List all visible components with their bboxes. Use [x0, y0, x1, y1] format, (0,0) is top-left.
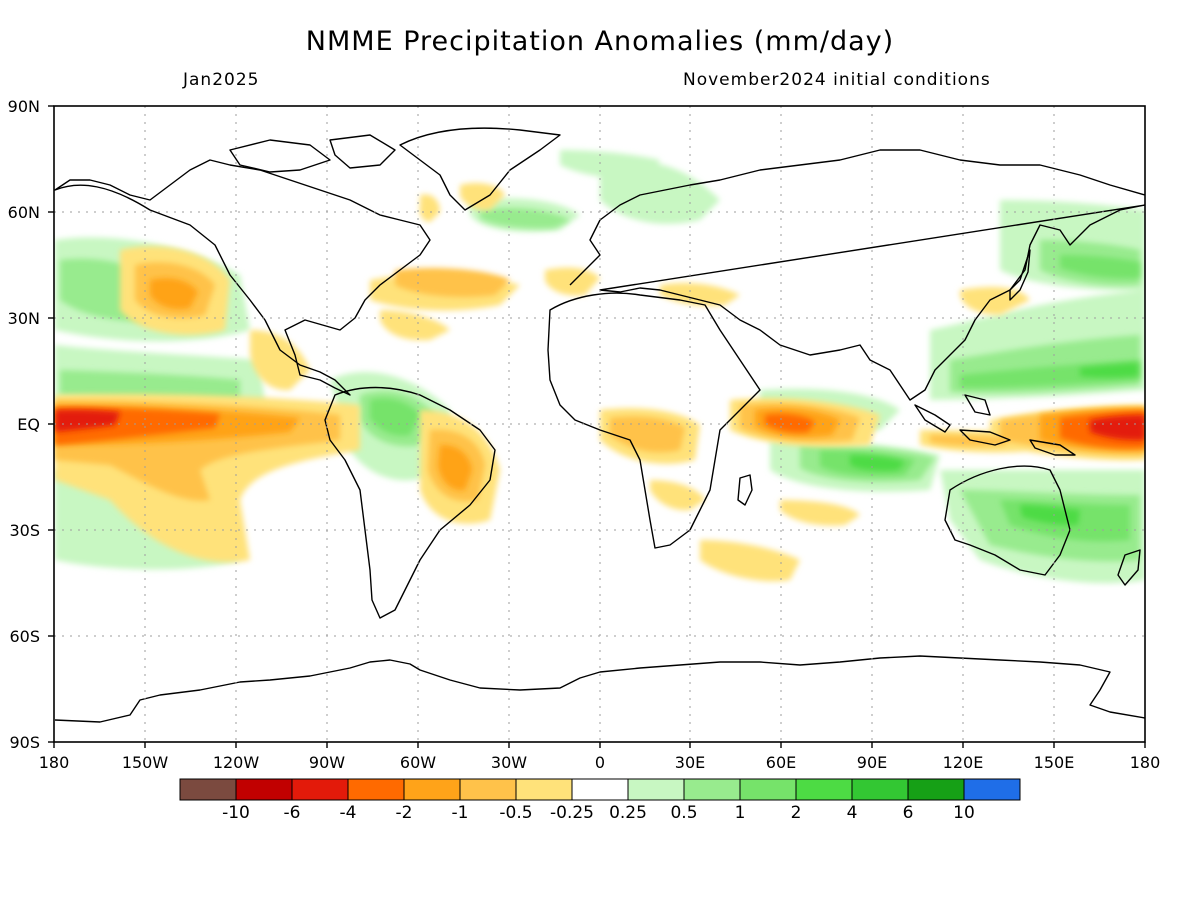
lon-label: 30E [675, 753, 705, 772]
japan-coast [1009, 249, 1031, 301]
lon-label: 120E [943, 753, 984, 772]
arctic-islands-coast [229, 134, 396, 173]
colorbar-label: -0.25 [550, 803, 594, 823]
lat-label: 30S [9, 521, 40, 540]
lon-label: 180 [39, 753, 70, 772]
colorbar-label: 1 [735, 803, 746, 823]
colorbar-swatch [291, 778, 349, 801]
lat-label: 30N [8, 309, 40, 328]
colorbar-swatch [515, 778, 573, 801]
colorbar-swatch [403, 778, 461, 801]
longitude-labels: 180 150W 120W 90W 60W 30W 0 30E 60E 90E … [39, 753, 1161, 772]
colorbar-label: -10 [222, 803, 250, 823]
colorbar-label: -6 [284, 803, 301, 823]
lon-label: 150E [1034, 753, 1075, 772]
new-zealand-coast [1117, 549, 1141, 586]
colorbar-swatch [683, 778, 741, 801]
europe-asia-coast [569, 149, 1145, 401]
colorbar [179, 778, 1021, 801]
colorbar-label: 0.25 [609, 803, 647, 823]
africa-coast [547, 292, 761, 549]
lat-label: 60S [9, 627, 40, 646]
latitude-labels: 90N 60N 30N EQ 30S 60S 90S [8, 97, 40, 752]
lon-label: 90W [309, 753, 345, 772]
lon-label: 60W [400, 753, 436, 772]
colorbar-swatch [907, 778, 965, 801]
colorbar-swatch [851, 778, 909, 801]
map-title: NMME Precipitation Anomalies (mm/day) [305, 26, 895, 57]
greenland-coast [399, 127, 561, 211]
colorbar-swatch [347, 778, 405, 801]
lon-label: 180 [1130, 753, 1161, 772]
lat-label: 60N [8, 203, 40, 222]
lon-label: 60E [766, 753, 796, 772]
madagascar-coast [737, 474, 753, 506]
initial-conditions-label: November2024 initial conditions [683, 70, 991, 90]
colorbar-swatch [627, 778, 685, 801]
valid-month-label: Jan2025 [183, 70, 260, 90]
colorbar-swatch [179, 778, 237, 801]
tick-marks [48, 105, 1146, 748]
colorbar-swatch [739, 778, 797, 801]
colorbar-swatch [795, 778, 853, 801]
colorbar-labels: -10 -6 -4 -2 -1 -0.5 -0.25 0.25 0.5 1 2 4 6 10 [222, 803, 975, 823]
lon-label: 90E [857, 753, 887, 772]
colorbar-swatch [571, 778, 629, 801]
lat-label: 90N [8, 97, 40, 116]
australia-coast [944, 465, 1071, 576]
colorbar-swatch [235, 778, 293, 801]
lon-label: 30W [491, 753, 527, 772]
colorbar-swatch [459, 778, 517, 801]
colorbar-swatch [963, 778, 1021, 801]
lon-label: 120W [213, 753, 260, 772]
gridlines [54, 106, 1145, 742]
lat-label: 90S [9, 733, 40, 752]
lon-label: 150W [122, 753, 169, 772]
lat-label: EQ [17, 415, 40, 434]
antarctica-coast [54, 655, 1145, 723]
colorbar-label: 4 [847, 803, 858, 823]
colorbar-label: 10 [953, 803, 975, 823]
colorbar-label: 2 [791, 803, 802, 823]
south-america-coast [324, 386, 496, 619]
north-america-coast [54, 159, 431, 396]
coastlines [54, 127, 1145, 723]
colorbar-label: -4 [340, 803, 357, 823]
colorbar-label: -1 [452, 803, 469, 823]
colorbar-label: 0.5 [670, 803, 697, 823]
lon-label: 0 [595, 753, 605, 772]
colorbar-label: -0.5 [499, 803, 532, 823]
colorbar-label: 6 [903, 803, 914, 823]
maritime-continent-coast [914, 394, 1076, 456]
anomaly-shading [55, 150, 1145, 584]
colorbar-label: -2 [396, 803, 413, 823]
